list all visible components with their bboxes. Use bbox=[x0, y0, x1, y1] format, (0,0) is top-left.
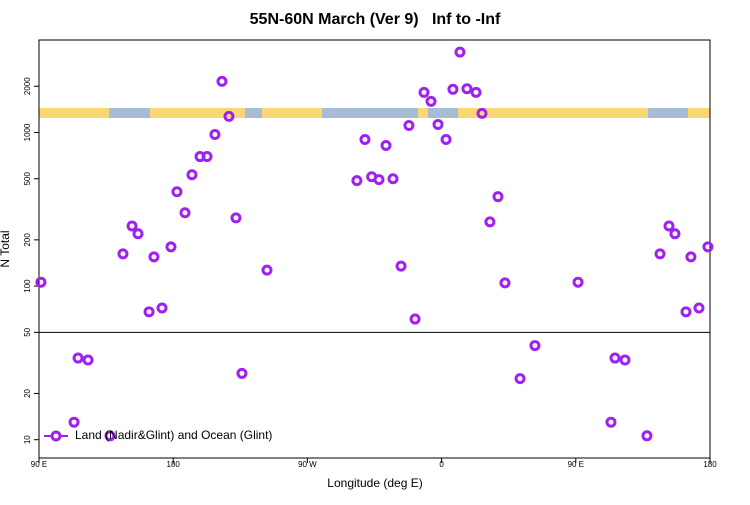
x-axis-label: Longitude (deg E) bbox=[327, 476, 422, 490]
ocean-strip bbox=[39, 108, 710, 118]
y-axis-label: N Total bbox=[0, 230, 12, 267]
land-strip bbox=[688, 108, 710, 118]
point bbox=[529, 340, 541, 352]
point bbox=[470, 86, 482, 98]
point bbox=[132, 228, 144, 240]
point bbox=[619, 354, 631, 366]
point bbox=[572, 276, 584, 288]
y-tick-label: 200 bbox=[23, 233, 32, 247]
point bbox=[209, 129, 221, 141]
legend-label: Land (Nadir&Glint) and Ocean (Glint) bbox=[75, 428, 272, 442]
point bbox=[499, 277, 511, 289]
point bbox=[148, 251, 160, 263]
point bbox=[514, 373, 526, 385]
y-tick-label: 1000 bbox=[23, 123, 32, 141]
land-strip bbox=[418, 108, 428, 118]
point bbox=[72, 352, 84, 364]
point bbox=[126, 220, 138, 232]
point bbox=[418, 86, 430, 98]
point bbox=[476, 107, 488, 119]
x-tick-label: 0 bbox=[439, 460, 444, 469]
point bbox=[609, 352, 621, 364]
point bbox=[104, 430, 116, 442]
point bbox=[359, 134, 371, 146]
point bbox=[432, 118, 444, 130]
point bbox=[693, 302, 705, 314]
y-tick-label: 50 bbox=[23, 327, 32, 336]
y-tick-label: 20 bbox=[23, 388, 32, 397]
point bbox=[663, 220, 675, 232]
point bbox=[236, 367, 248, 379]
point bbox=[641, 430, 653, 442]
point bbox=[484, 216, 496, 228]
point bbox=[186, 169, 198, 181]
point bbox=[35, 276, 47, 288]
point bbox=[156, 302, 168, 314]
x-tick-label: 90 E bbox=[31, 460, 47, 469]
point bbox=[223, 110, 235, 122]
point bbox=[654, 248, 666, 260]
point bbox=[669, 228, 681, 240]
x-tick-label: 90 E bbox=[568, 460, 584, 469]
y-tick-label: 10 bbox=[23, 435, 32, 444]
point bbox=[68, 416, 80, 428]
point bbox=[201, 151, 213, 163]
point bbox=[702, 241, 714, 253]
point bbox=[425, 95, 437, 107]
point bbox=[179, 207, 191, 219]
point bbox=[143, 306, 155, 318]
x-tick-label: 180 bbox=[167, 460, 181, 469]
point bbox=[409, 313, 421, 325]
point bbox=[216, 75, 228, 87]
land-strip bbox=[39, 108, 109, 118]
point bbox=[261, 264, 273, 276]
point bbox=[117, 248, 129, 260]
point bbox=[373, 174, 385, 186]
y-tick-label: 100 bbox=[23, 279, 32, 293]
point bbox=[380, 139, 392, 151]
point bbox=[403, 120, 415, 132]
point bbox=[605, 416, 617, 428]
point bbox=[492, 191, 504, 203]
point bbox=[230, 212, 242, 224]
point bbox=[82, 354, 94, 366]
land-strip bbox=[458, 108, 648, 118]
land-strip bbox=[150, 108, 245, 118]
point bbox=[461, 83, 473, 95]
point bbox=[447, 83, 459, 95]
point bbox=[171, 186, 183, 198]
y-tick-label: 500 bbox=[23, 172, 32, 186]
legend-marker bbox=[50, 430, 62, 442]
point bbox=[454, 46, 466, 58]
land-strip bbox=[262, 108, 322, 118]
x-tick-label: 180 bbox=[703, 460, 717, 469]
point bbox=[680, 306, 692, 318]
point bbox=[387, 173, 399, 185]
x-tick-label: 90 W bbox=[298, 460, 317, 469]
point bbox=[440, 134, 452, 146]
point bbox=[685, 251, 697, 263]
map-strip bbox=[39, 108, 710, 118]
point bbox=[351, 175, 363, 187]
y-tick-label: 2000 bbox=[23, 77, 32, 95]
point bbox=[165, 241, 177, 253]
point bbox=[395, 260, 407, 272]
chart-title: 55N-60N March (Ver 9) Inf to -Inf bbox=[250, 11, 501, 28]
